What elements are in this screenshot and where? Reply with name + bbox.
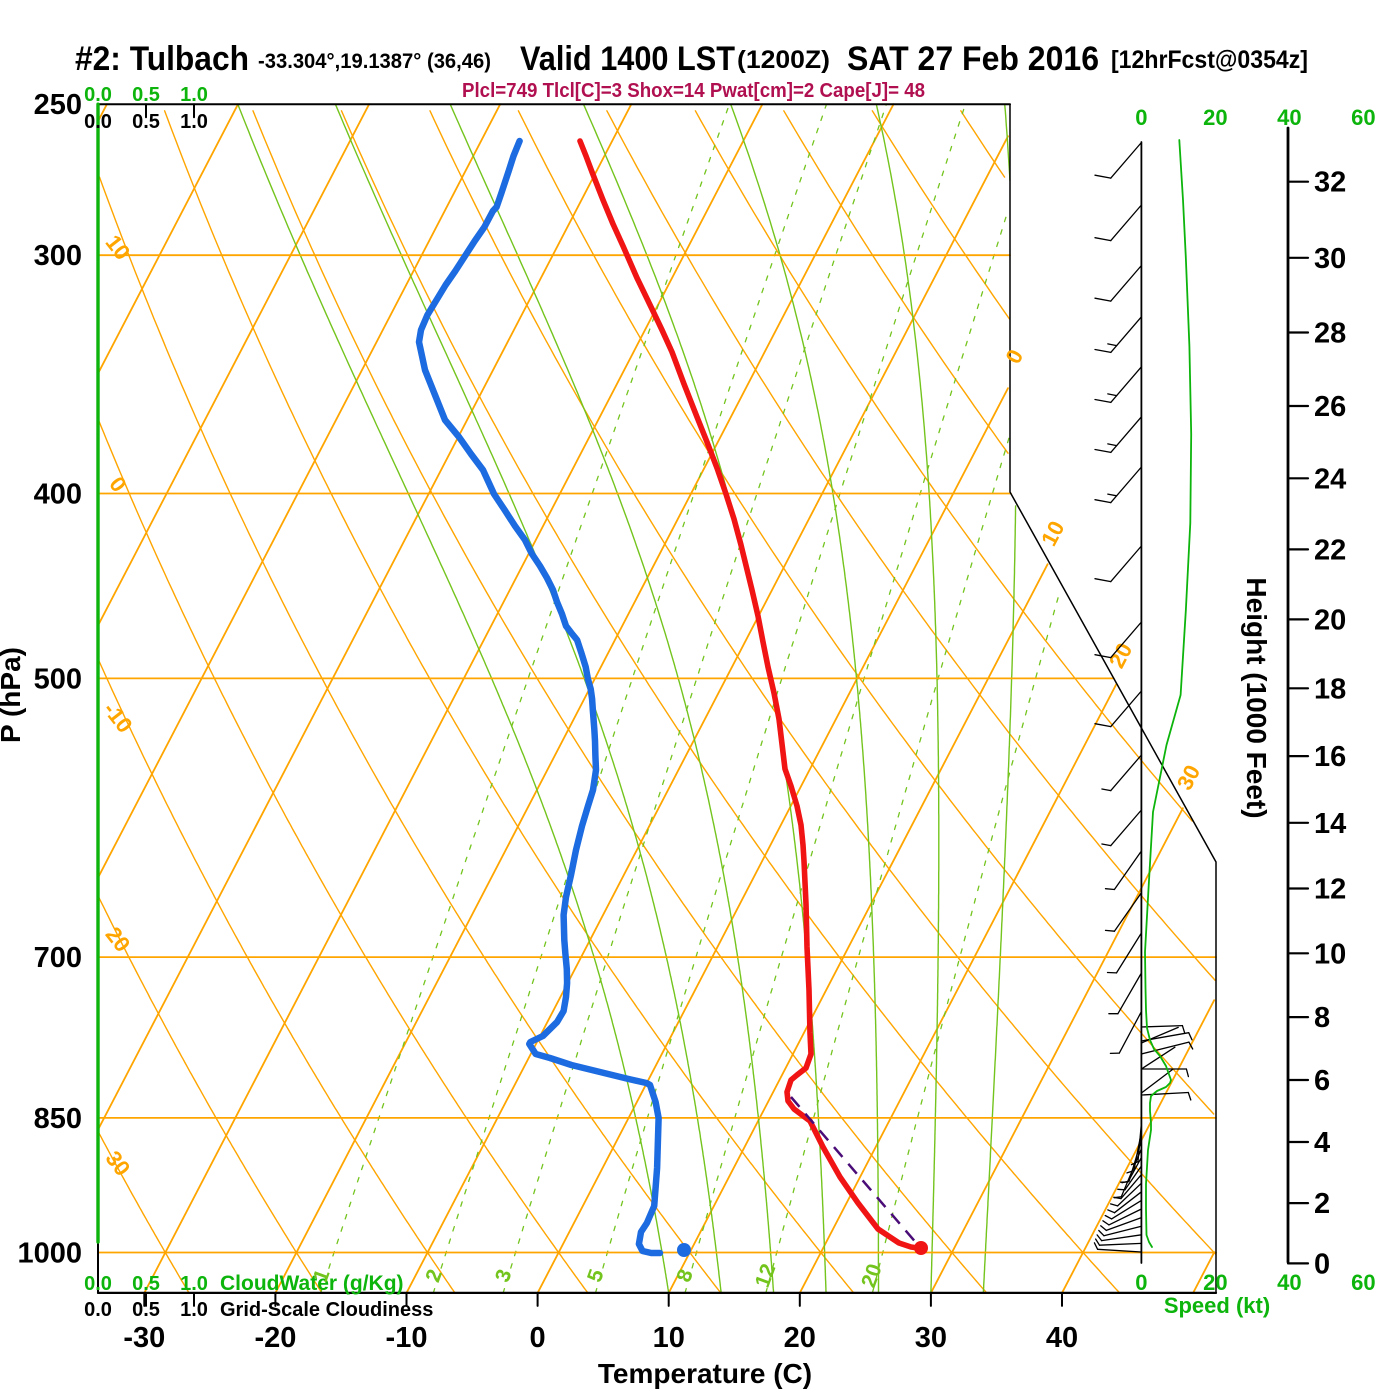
svg-text:40: 40 bbox=[1046, 1322, 1078, 1354]
svg-text:-10: -10 bbox=[386, 1322, 428, 1354]
svg-text:P (hPa): P (hPa) bbox=[0, 647, 26, 743]
svg-text:Plcl=749 Tlcl[C]=3 Shox=14 Pwa: Plcl=749 Tlcl[C]=3 Shox=14 Pwat[cm]=2 Ca… bbox=[462, 80, 925, 102]
svg-text:18: 18 bbox=[1314, 673, 1346, 705]
svg-text:1.0: 1.0 bbox=[180, 1273, 208, 1295]
svg-text:20: 20 bbox=[1203, 1270, 1227, 1295]
svg-text:0: 0 bbox=[530, 1322, 546, 1354]
svg-text:1.0: 1.0 bbox=[180, 84, 208, 106]
svg-text:30: 30 bbox=[915, 1322, 947, 1354]
svg-text:0.5: 0.5 bbox=[132, 1299, 160, 1321]
svg-text:22: 22 bbox=[1314, 534, 1346, 566]
svg-text:0.0: 0.0 bbox=[84, 1273, 112, 1295]
svg-text:700: 700 bbox=[34, 942, 82, 974]
svg-text:40: 40 bbox=[1277, 105, 1301, 130]
svg-text:20: 20 bbox=[1314, 604, 1346, 636]
svg-text:16: 16 bbox=[1314, 741, 1346, 773]
svg-text:CloudWater (g/Kg): CloudWater (g/Kg) bbox=[220, 1272, 404, 1295]
svg-text:SAT 27 Feb 2016: SAT 27 Feb 2016 bbox=[847, 40, 1099, 78]
svg-text:26: 26 bbox=[1314, 391, 1346, 423]
svg-text:2: 2 bbox=[1314, 1188, 1330, 1220]
svg-text:10: 10 bbox=[1314, 938, 1346, 970]
svg-text:32: 32 bbox=[1314, 167, 1346, 199]
svg-text:10: 10 bbox=[653, 1322, 685, 1354]
svg-text:-30: -30 bbox=[123, 1322, 165, 1354]
svg-text:Grid-Scale Cloudiness: Grid-Scale Cloudiness bbox=[220, 1299, 433, 1321]
svg-text:20: 20 bbox=[784, 1322, 816, 1354]
svg-text:0.0: 0.0 bbox=[84, 111, 112, 133]
svg-text:0.0: 0.0 bbox=[84, 84, 112, 106]
svg-text:Temperature (C): Temperature (C) bbox=[598, 1358, 812, 1389]
svg-text:0: 0 bbox=[1314, 1248, 1330, 1280]
svg-text:1.0: 1.0 bbox=[180, 1299, 208, 1321]
svg-text:4: 4 bbox=[1314, 1127, 1330, 1159]
svg-text:Speed (kt): Speed (kt) bbox=[1164, 1293, 1270, 1318]
svg-text:1000: 1000 bbox=[17, 1238, 82, 1270]
svg-text:0.5: 0.5 bbox=[132, 1273, 160, 1295]
svg-text:(1200Z): (1200Z) bbox=[737, 46, 830, 74]
svg-text:850: 850 bbox=[34, 1103, 82, 1135]
svg-text:400: 400 bbox=[34, 479, 82, 511]
svg-text:250: 250 bbox=[34, 89, 82, 121]
svg-text:14: 14 bbox=[1314, 808, 1346, 840]
svg-text:Valid 1400 LST: Valid 1400 LST bbox=[520, 40, 735, 78]
svg-text:Height (1000 Feet): Height (1000 Feet) bbox=[1241, 577, 1272, 818]
svg-text:30: 30 bbox=[1314, 243, 1346, 275]
svg-text:#2: Tulbach: #2: Tulbach bbox=[75, 40, 249, 78]
svg-text:60: 60 bbox=[1351, 105, 1375, 130]
svg-text:0: 0 bbox=[1135, 105, 1147, 130]
svg-text:24: 24 bbox=[1314, 463, 1346, 495]
svg-text:0: 0 bbox=[1135, 1270, 1147, 1295]
svg-text:0.5: 0.5 bbox=[132, 111, 160, 133]
svg-text:8: 8 bbox=[1314, 1002, 1330, 1034]
svg-text:6: 6 bbox=[1314, 1065, 1330, 1097]
svg-text:0.0: 0.0 bbox=[84, 1299, 112, 1321]
svg-text:-33.304°,19.1387° (36,46): -33.304°,19.1387° (36,46) bbox=[258, 50, 491, 73]
svg-text:[12hrFcst@0354z]: [12hrFcst@0354z] bbox=[1111, 46, 1308, 74]
svg-text:500: 500 bbox=[34, 663, 82, 695]
svg-text:28: 28 bbox=[1314, 318, 1346, 350]
svg-text:300: 300 bbox=[34, 240, 82, 272]
svg-text:12: 12 bbox=[1314, 874, 1346, 906]
svg-text:0.5: 0.5 bbox=[132, 84, 160, 106]
svg-text:20: 20 bbox=[1203, 105, 1227, 130]
svg-text:1.0: 1.0 bbox=[180, 111, 208, 133]
svg-text:-20: -20 bbox=[254, 1322, 296, 1354]
svg-text:40: 40 bbox=[1277, 1270, 1301, 1295]
svg-text:60: 60 bbox=[1351, 1270, 1375, 1295]
